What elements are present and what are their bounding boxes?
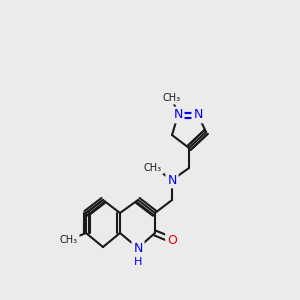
Text: CH₃: CH₃ [60, 235, 78, 245]
Text: N: N [133, 242, 143, 254]
Text: H: H [134, 257, 142, 267]
Text: O: O [167, 233, 177, 247]
Text: N: N [167, 173, 177, 187]
Text: CH₃: CH₃ [163, 93, 181, 103]
Text: N: N [173, 109, 183, 122]
Text: CH₃: CH₃ [144, 163, 162, 173]
Text: N: N [193, 109, 203, 122]
